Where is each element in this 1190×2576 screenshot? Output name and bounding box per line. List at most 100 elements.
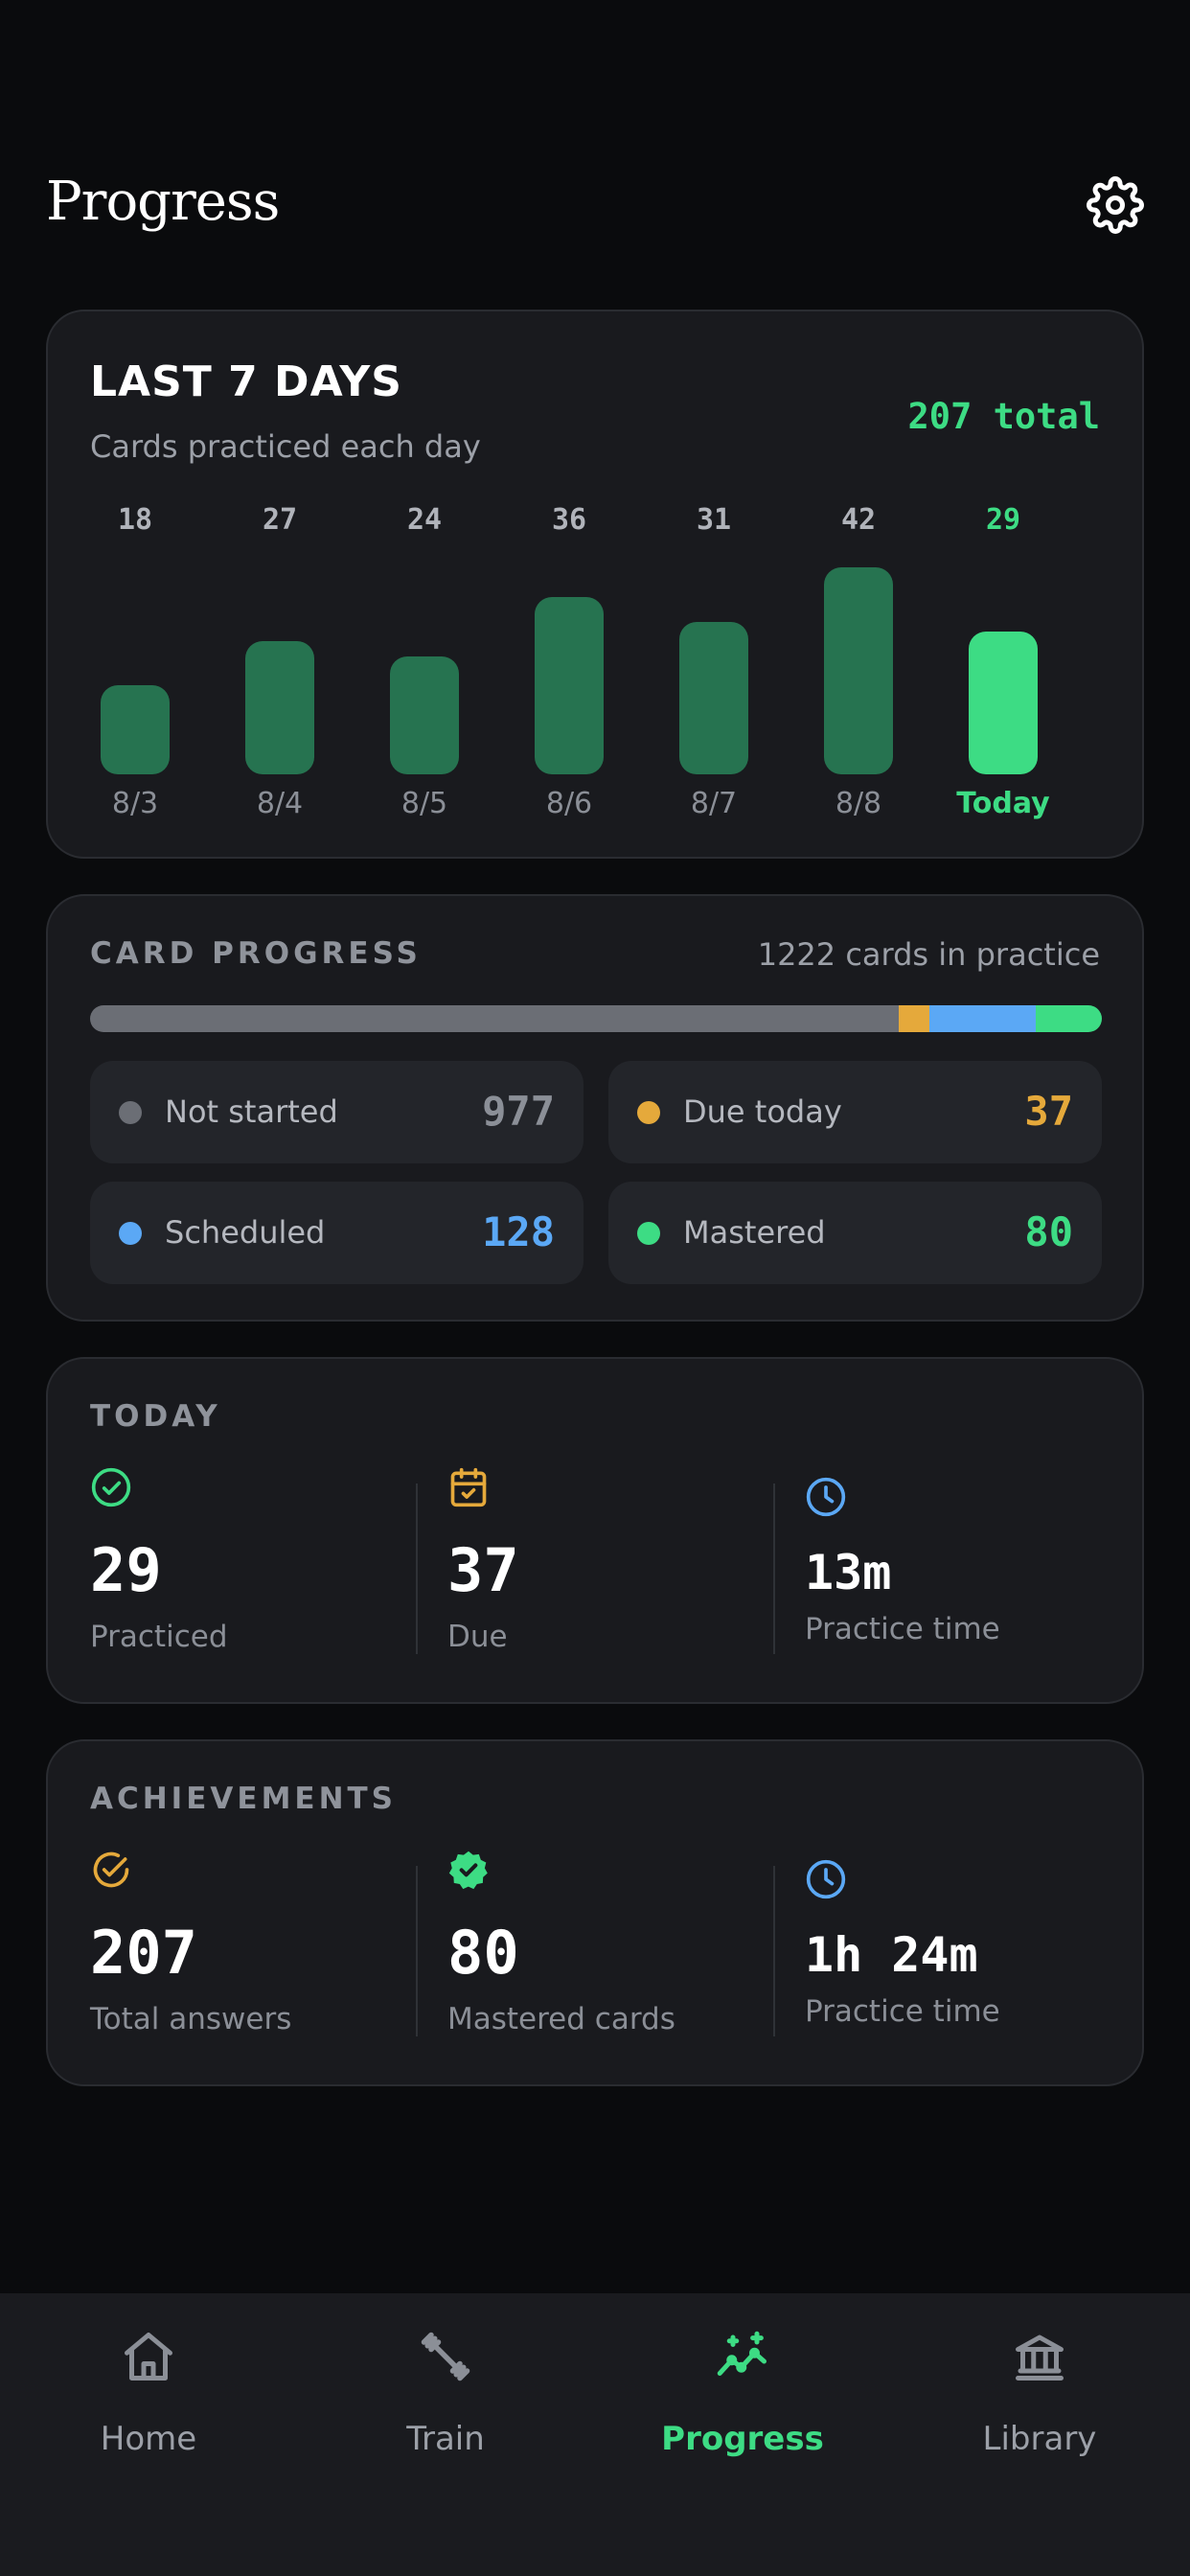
bar-value-label: 27 (262, 503, 298, 537)
nav-item-train[interactable]: Train (297, 2293, 594, 2504)
metric-label: Total answers (90, 2002, 292, 2036)
metric-mastered-cards: 80 Mastered cards (447, 1849, 764, 2040)
check-circle-icon (91, 1467, 131, 1507)
bar-value-label: 24 (406, 503, 443, 537)
bar-value-label: 31 (696, 503, 732, 537)
metric-value: 207 (90, 1918, 197, 1988)
achievements-card: ACHIEVEMENTS 207 Total answers 80 Master… (46, 1739, 1144, 2086)
stat-value: 37 (1024, 1088, 1073, 1135)
bar-today (969, 632, 1038, 774)
calendar-check-icon (450, 1467, 487, 1507)
bar (101, 685, 170, 774)
metric-value: 29 (90, 1535, 162, 1605)
trend-sparkle-icon (717, 2331, 767, 2376)
achievements-title: ACHIEVEMENTS (90, 1782, 398, 1816)
bar-column: 18 8/3 (63, 503, 207, 820)
stat-tile-scheduled: Scheduled 128 (90, 1182, 584, 1284)
metric-value: 37 (447, 1535, 519, 1605)
bar-column-today: 29 Today (931, 503, 1075, 820)
bar-date-label: Today (956, 787, 1050, 820)
nav-label: Home (100, 2420, 197, 2458)
library-icon (1016, 2334, 1064, 2380)
stat-tile-mastered: Mastered 80 (608, 1182, 1102, 1284)
card-progress-card: CARD PROGRESS 1222 cards in practice Not… (46, 894, 1144, 1322)
weekly-activity-card: LAST 7 DAYS Cards practiced each day 207… (46, 310, 1144, 859)
metric-due: 37 Due (447, 1466, 764, 1658)
nav-label: Library (982, 2420, 1097, 2458)
bar-date-label: 8/3 (111, 787, 159, 820)
stat-value: 977 (482, 1088, 555, 1135)
metric-total-practice-time: 1h 24m Practice time (805, 1849, 1121, 2040)
weekly-total: 207 total (907, 396, 1100, 437)
bar-date-label: 8/4 (256, 787, 304, 820)
bar-column: 31 8/7 (642, 503, 786, 820)
status-dot (119, 1222, 142, 1245)
segment-not-started (90, 1005, 900, 1032)
metric-value: 13m (805, 1545, 892, 1600)
stat-tile-due-today: Due today 37 (608, 1061, 1102, 1163)
bottom-nav: Home Train Progress Library (0, 2293, 1190, 2576)
bar (390, 656, 459, 774)
metric-label: Practice time (805, 1994, 1000, 2029)
metric-label: Due (447, 1620, 508, 1654)
nav-item-home[interactable]: Home (0, 2293, 297, 2504)
nav-item-library[interactable]: Library (891, 2293, 1188, 2504)
metric-value: 1h 24m (805, 1927, 978, 1983)
weekly-title: LAST 7 DAYS (90, 357, 402, 406)
check-circle-icon (93, 1852, 129, 1888)
bar (824, 567, 893, 774)
stat-label: Mastered (683, 1214, 826, 1251)
progress-stacked-bar (90, 1005, 1102, 1032)
segment-mastered (1035, 1005, 1102, 1032)
nav-label: Progress (661, 2420, 824, 2458)
today-title: TODAY (90, 1399, 221, 1434)
bar (245, 641, 314, 774)
stat-tile-not-started: Not started 977 (90, 1061, 584, 1163)
bar-column: 24 8/5 (353, 503, 496, 820)
dumbbell-icon (421, 2332, 470, 2381)
stat-label: Scheduled (165, 1214, 326, 1251)
bar-column: 36 8/6 (497, 503, 641, 820)
home-icon (125, 2333, 172, 2380)
metric-label: Practice time (805, 1612, 1000, 1646)
bar-column: 27 8/4 (208, 503, 352, 820)
metric-value: 80 (447, 1918, 519, 1988)
bar (679, 622, 748, 774)
status-dot (637, 1101, 660, 1124)
metric-practice-time: 13m Practice time (805, 1466, 1121, 1658)
bar-column: 42 8/8 (787, 503, 930, 820)
segment-due-today (899, 1005, 930, 1032)
verified-badge-icon (448, 1851, 488, 1890)
stat-value: 128 (482, 1208, 555, 1255)
bar (535, 597, 604, 774)
bar-date-label: 8/5 (400, 787, 448, 820)
divider (773, 1484, 775, 1654)
stat-label: Not started (165, 1093, 338, 1130)
divider (416, 1866, 418, 2036)
page-title: Progress (46, 171, 280, 233)
status-dot (637, 1222, 660, 1245)
bar-date-label: 8/7 (690, 787, 738, 820)
bar-value-label: 42 (840, 503, 877, 537)
bar-value-label: 29 (985, 503, 1021, 537)
settings-button[interactable] (1087, 176, 1144, 234)
nav-label: Train (406, 2420, 485, 2458)
cards-in-practice-count: 1222 cards in practice (757, 936, 1100, 973)
gear-icon (1087, 176, 1144, 234)
divider (773, 1866, 775, 2036)
metric-total-answers: 207 Total answers (90, 1849, 406, 2040)
weekly-subtitle: Cards practiced each day (90, 428, 481, 465)
today-card: TODAY 29 Practiced 37 Due 13m Practice t… (46, 1357, 1144, 1704)
bar-date-label: 8/6 (545, 787, 593, 820)
bar-value-label: 18 (117, 503, 153, 537)
metric-practiced: 29 Practiced (90, 1466, 406, 1658)
bar-date-label: 8/8 (835, 787, 882, 820)
clock-icon (806, 1477, 846, 1517)
status-dot (119, 1101, 142, 1124)
nav-item-progress[interactable]: Progress (594, 2293, 891, 2504)
bar-value-label: 36 (551, 503, 587, 537)
card-progress-title: CARD PROGRESS (90, 936, 422, 971)
metric-label: Practiced (90, 1620, 228, 1654)
header: Progress (46, 163, 1144, 249)
metric-label: Mastered cards (447, 2002, 675, 2036)
